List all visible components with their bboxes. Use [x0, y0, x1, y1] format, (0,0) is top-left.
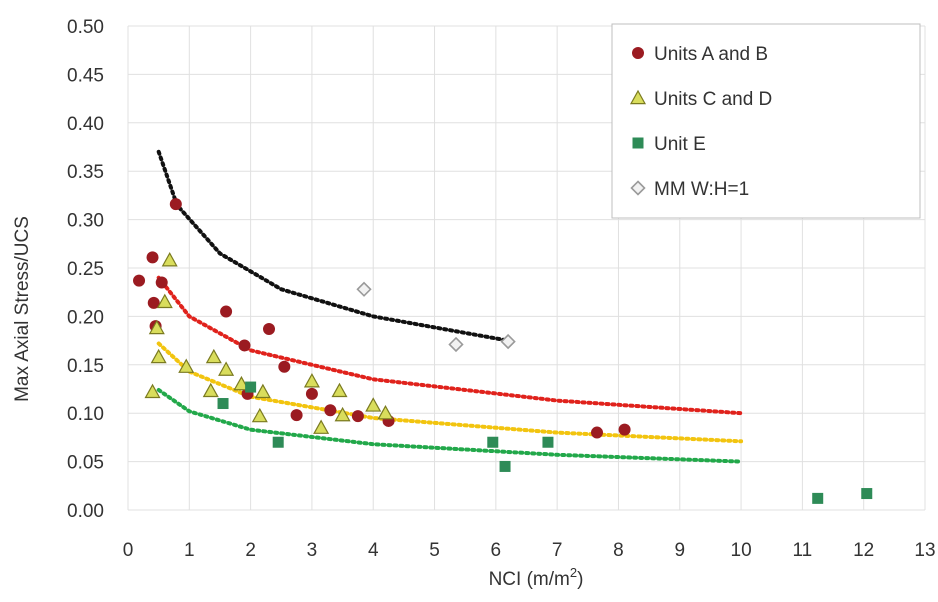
x-tick-label: 5	[429, 540, 440, 561]
x-tick-label: 9	[674, 540, 685, 561]
y-tick-label: 0.45	[67, 65, 104, 86]
data-point-series-2	[251, 407, 268, 423]
legend-marker-4	[630, 180, 646, 196]
y-axis-title: Max Axial Stress/UCS	[12, 216, 33, 402]
data-point-series-3	[499, 460, 511, 472]
data-point-series-1	[147, 296, 160, 309]
data-point-series-1	[238, 339, 251, 352]
x-tick-label: 0	[123, 540, 134, 561]
data-point-series-4	[448, 336, 464, 353]
data-point-series-2	[218, 361, 235, 376]
legend-box	[611, 23, 921, 219]
trendline-4	[156, 388, 744, 464]
x-tick-label: 8	[613, 540, 624, 561]
y-tick-label: 0.10	[67, 404, 104, 425]
data-point-series-4	[500, 333, 516, 350]
data-point-series-1	[263, 322, 276, 335]
x-tick-label: 13	[914, 540, 935, 561]
data-point-series-2	[144, 383, 161, 399]
data-point-series-3	[487, 436, 499, 448]
data-point-series-2	[331, 382, 348, 398]
y-tick-label: 0.15	[67, 356, 104, 377]
y-tick-label: 0.00	[67, 501, 104, 522]
y-tick-label: 0.05	[67, 453, 104, 474]
data-point-series-1	[146, 251, 159, 264]
data-point-series-2	[150, 348, 167, 364]
data-point-series-3	[217, 398, 229, 410]
data-point-series-2	[178, 358, 195, 373]
x-tick-label: 10	[731, 540, 752, 561]
trendline-1	[156, 149, 511, 343]
x-axis-title-superscript: 2	[570, 565, 577, 580]
data-point-series-2	[161, 252, 178, 267]
data-point-series-2	[313, 419, 330, 434]
data-point-series-1	[618, 423, 631, 436]
data-point-series-2	[334, 406, 351, 422]
data-point-series-2	[377, 404, 394, 420]
trendline-2	[156, 275, 744, 416]
legend-label-1: Units A and B	[654, 44, 768, 65]
x-tick-label: 6	[491, 540, 502, 561]
data-point-series-2	[205, 348, 222, 364]
y-tick-label: 0.20	[67, 307, 104, 328]
legend-marker-3	[632, 137, 644, 149]
data-point-series-1	[278, 360, 291, 373]
legend-label-4: MM W:H=1	[654, 179, 749, 200]
legend-marker-2	[629, 89, 647, 105]
data-point-series-3	[245, 381, 257, 393]
x-tick-label: 11	[793, 540, 813, 561]
data-point-series-4	[356, 281, 372, 297]
data-point-series-3	[272, 436, 284, 448]
y-tick-label: 0.30	[67, 211, 104, 232]
legend-label-2: Units C and D	[654, 89, 772, 110]
data-points	[133, 198, 873, 504]
x-tick-label: 1	[184, 540, 195, 561]
data-point-series-2	[148, 319, 165, 335]
data-point-series-1	[324, 404, 337, 417]
y-tick-label: 0.50	[67, 17, 104, 38]
data-point-series-2	[254, 383, 271, 399]
y-tick-label: 0.35	[67, 162, 104, 183]
data-point-series-1	[591, 426, 604, 439]
data-point-series-1	[351, 410, 364, 423]
x-tick-label: 3	[307, 540, 318, 561]
data-point-series-1	[155, 276, 168, 289]
y-tick-labels: 0.00 0.05 0.10 0.15 0.20 0.25 0.30 0.35 0.40 0.45…	[67, 17, 104, 522]
data-point-series-2	[365, 397, 382, 412]
data-point-series-2	[156, 293, 173, 309]
x-axis-title: NCI (m/m2)	[489, 565, 584, 590]
data-point-series-3	[812, 492, 824, 504]
x-tick-labels: 0 1 2 3 4 5 6 7 8 9 10 11 12 13	[123, 540, 936, 561]
data-point-series-2	[233, 375, 250, 391]
data-point-series-1	[305, 387, 318, 400]
data-point-series-1	[133, 274, 146, 287]
data-point-series-1	[290, 409, 303, 422]
data-point-series-3	[542, 436, 554, 448]
legend: Units A and B Units C and D Unit E MM W:H=1	[611, 23, 921, 219]
y-tick-label: 0.25	[67, 259, 104, 280]
data-point-series-1	[220, 305, 233, 318]
x-tick-label: 4	[368, 540, 379, 561]
data-point-series-1	[169, 198, 182, 211]
x-tick-label: 2	[245, 540, 256, 561]
x-tick-label: 7	[552, 540, 563, 561]
y-tick-label: 0.40	[67, 114, 104, 135]
legend-label-3: Unit E	[654, 134, 706, 155]
x-tick-label: 12	[853, 540, 874, 561]
data-point-series-3	[861, 488, 873, 500]
data-point-series-2	[303, 373, 320, 388]
data-point-series-2	[202, 382, 219, 398]
legend-marker-1	[632, 47, 644, 59]
